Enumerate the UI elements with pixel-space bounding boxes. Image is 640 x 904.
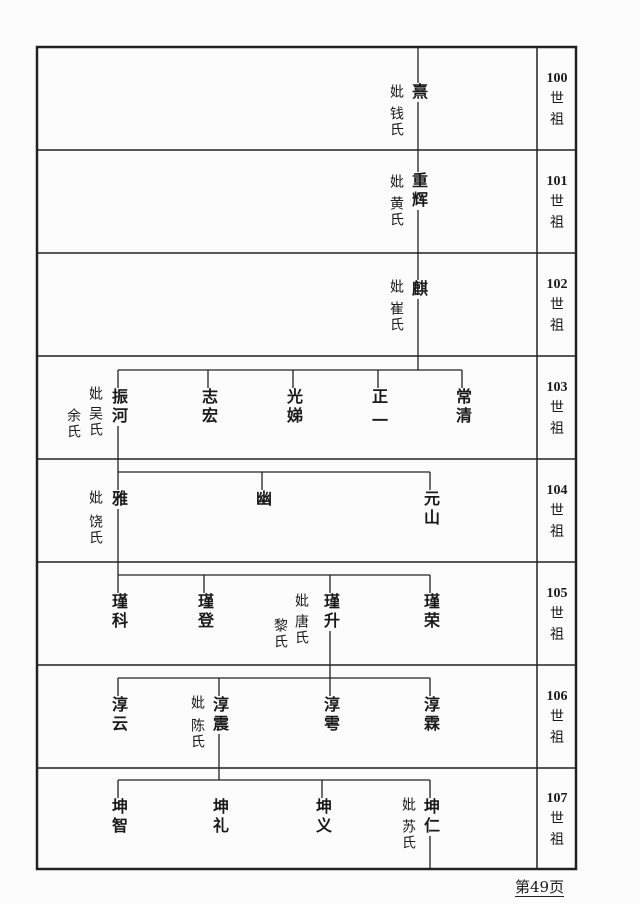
label-char: 祖	[550, 215, 564, 231]
person-name: 幽	[253, 490, 272, 509]
person-name: 雅	[109, 490, 128, 509]
label-char: 世	[550, 297, 564, 313]
generation-number: 102	[546, 277, 568, 292]
spouse-name: 陈氏	[189, 718, 205, 750]
label-char: 世	[550, 503, 564, 519]
person-name: 淳震	[210, 696, 229, 734]
row-dividers	[37, 149, 576, 769]
generation-number: 100	[546, 71, 568, 86]
spouse-name: 唐氏	[293, 614, 309, 646]
person-name: 坤礼	[210, 798, 229, 836]
label-char: 世	[550, 194, 564, 210]
generation-number: 105	[546, 586, 568, 601]
generation-number: 101	[546, 174, 568, 189]
generation-number: 104	[546, 483, 568, 498]
generation-label: 104 世祖	[538, 480, 576, 543]
spouse-name: 余氏	[65, 408, 81, 440]
wife-prefix: 妣	[400, 797, 416, 813]
generation-label: 105 世祖	[538, 583, 576, 646]
wife-prefix: 妣	[388, 174, 404, 190]
person-name: 瑾升	[321, 593, 340, 631]
person-name: 坤义	[313, 798, 332, 836]
spouse-name: 钱氏	[388, 106, 404, 138]
person-name: 重辉	[409, 172, 428, 210]
generation-label: 100 世祖	[538, 68, 576, 131]
spouse-name: 黄氏	[388, 196, 404, 228]
wife-prefix: 妣	[87, 386, 103, 402]
label-char: 世	[550, 400, 564, 416]
person-name: 常清	[453, 388, 472, 426]
person-name: 正一	[369, 388, 388, 436]
person-name: 坤智	[109, 798, 128, 836]
label-char: 祖	[550, 730, 564, 746]
generation-label: 102 世祖	[538, 274, 576, 337]
generation-number: 103	[546, 380, 568, 395]
spouse-name: 崔氏	[388, 301, 404, 333]
wife-prefix: 妣	[293, 593, 309, 609]
person-name: 坤仁	[421, 798, 440, 836]
generation-label: 101 世祖	[538, 171, 576, 234]
person-name: 淳雩	[321, 696, 340, 734]
wife-prefix: 妣	[388, 84, 404, 100]
generation-label: 107 世祖	[538, 788, 576, 851]
label-char: 祖	[550, 318, 564, 334]
person-name: 淳霖	[421, 696, 440, 734]
label-char: 祖	[550, 524, 564, 540]
person-name: 元山	[421, 490, 440, 528]
label-char: 祖	[550, 421, 564, 437]
page-number: 第49页	[515, 878, 565, 897]
person-name: 光娣	[284, 388, 303, 426]
person-name: 瑾荣	[421, 593, 440, 631]
table-border	[35, 45, 578, 871]
spouse-name: 饶氏	[87, 514, 103, 546]
lineage-lines	[117, 47, 463, 869]
generation-label: 103 世祖	[538, 377, 576, 440]
spouse-name: 苏氏	[400, 819, 416, 851]
generation-number: 107	[546, 791, 568, 806]
spouse-name: 吴氏	[87, 406, 103, 438]
wife-prefix: 妣	[87, 490, 103, 506]
wife-prefix: 妣	[189, 695, 205, 711]
person-name: 振河	[109, 388, 128, 426]
person-name: 熹	[409, 83, 428, 102]
person-name: 淳云	[109, 696, 128, 734]
label-char: 世	[550, 91, 564, 107]
spouse-name: 黎氏	[272, 618, 288, 650]
person-name: 瑾登	[195, 593, 214, 631]
generation-label: 106 世祖	[538, 686, 576, 749]
person-name: 瑾科	[109, 593, 128, 631]
label-char: 世	[550, 811, 564, 827]
label-char: 祖	[550, 627, 564, 643]
label-char: 世	[550, 606, 564, 622]
label-char: 祖	[550, 112, 564, 128]
label-char: 祖	[550, 832, 564, 848]
generation-number: 106	[546, 689, 568, 704]
wife-prefix: 妣	[388, 279, 404, 295]
person-name: 志宏	[199, 388, 218, 426]
label-char: 世	[550, 709, 564, 725]
person-name: 麒	[409, 280, 428, 299]
